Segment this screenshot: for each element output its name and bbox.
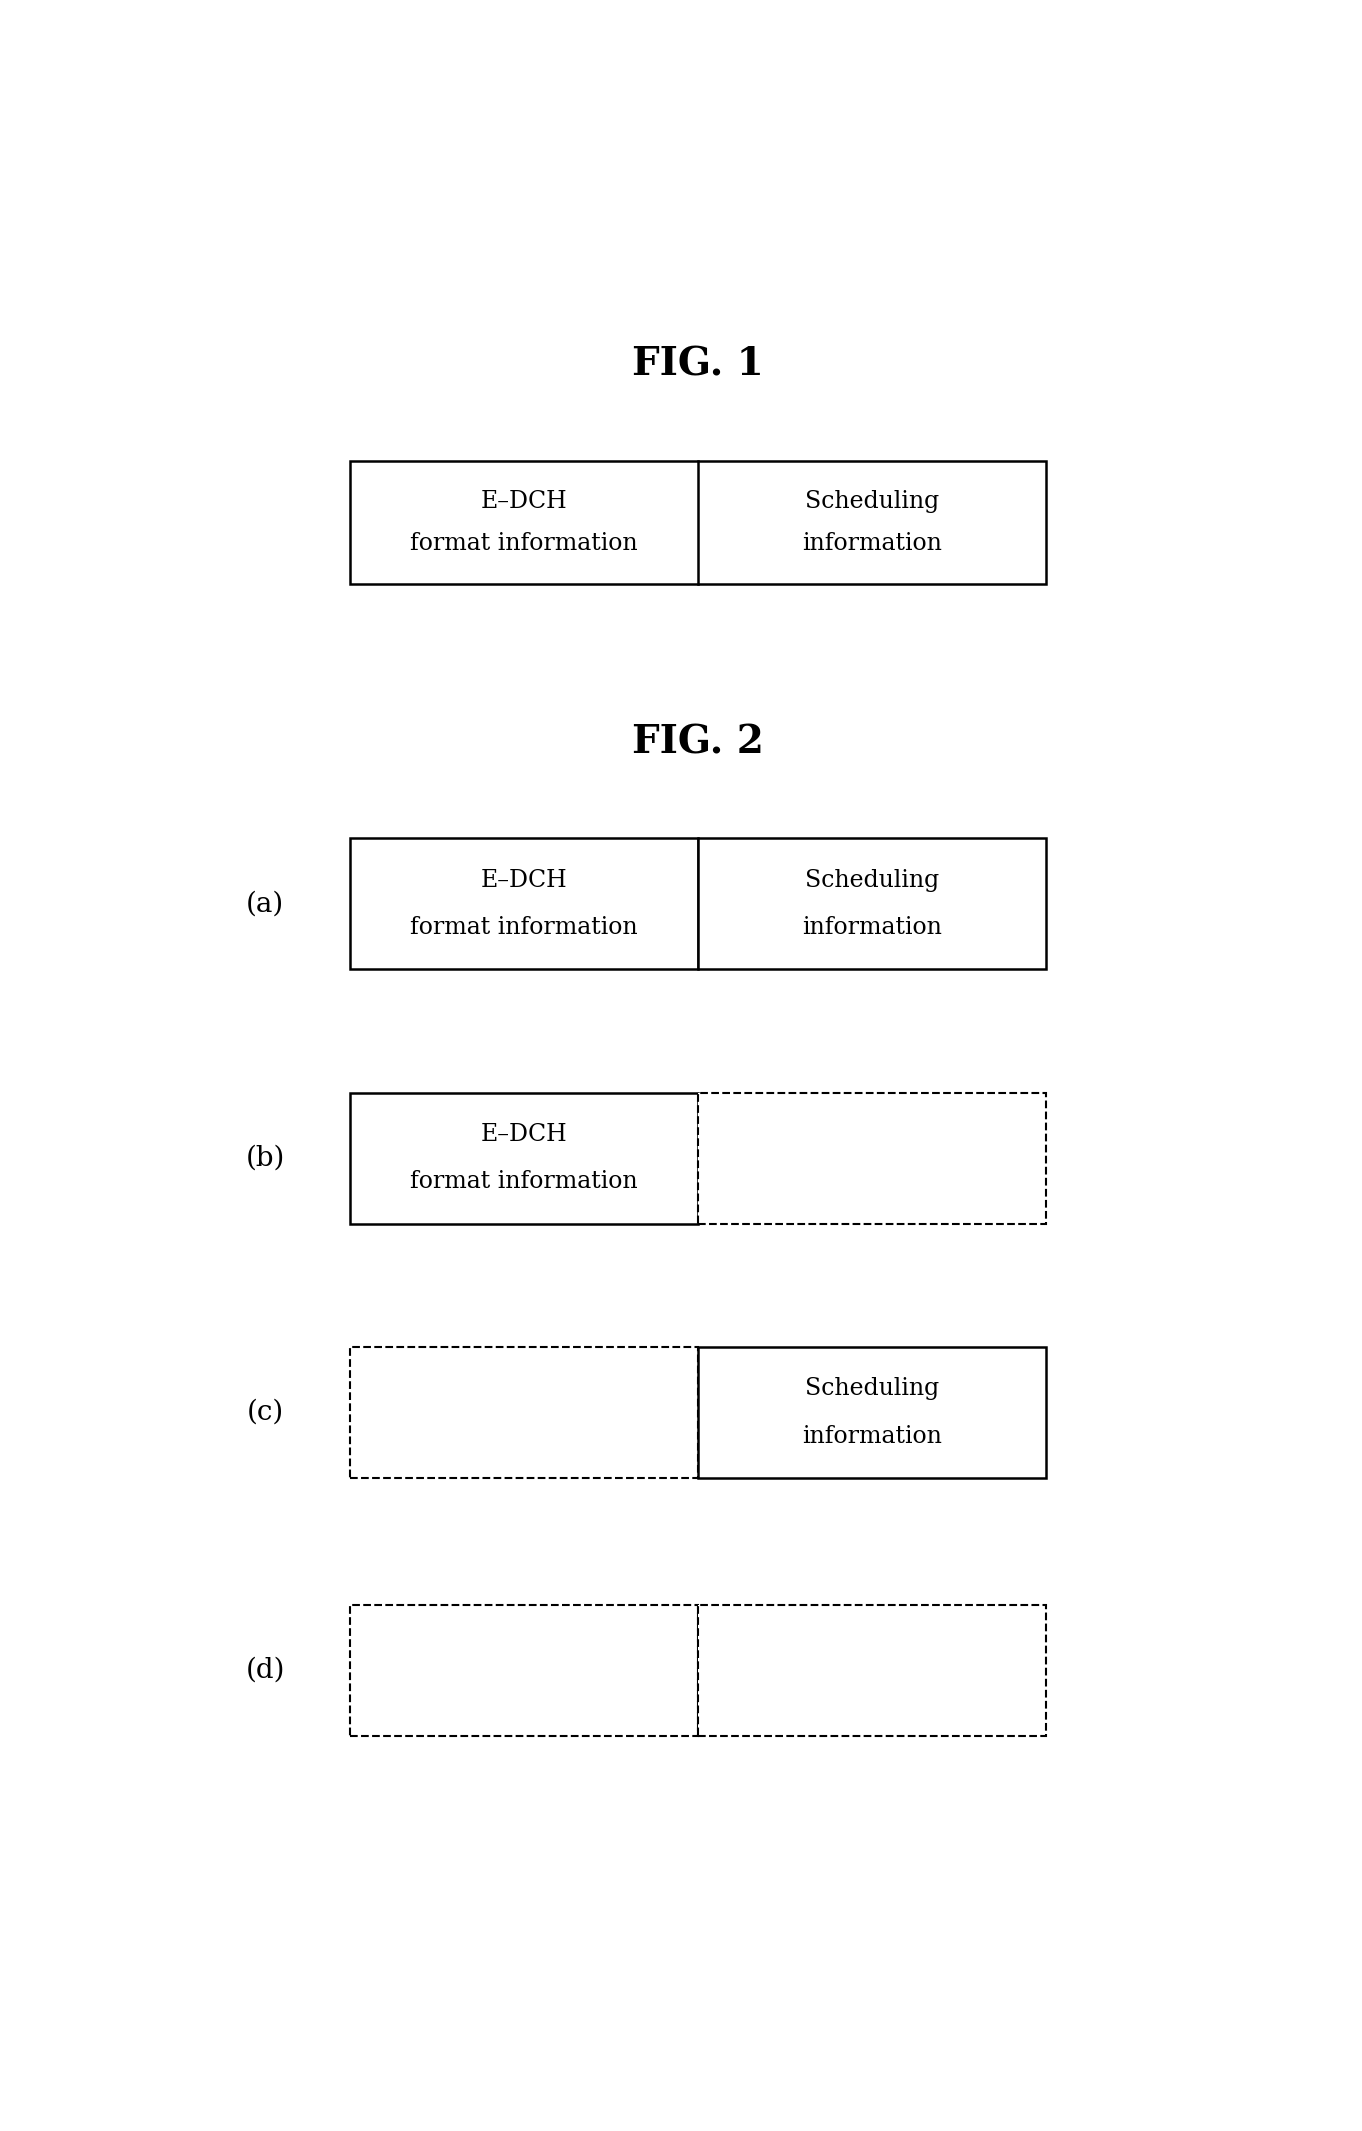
Text: Scheduling: Scheduling bbox=[805, 1377, 940, 1400]
Text: FIG. 2: FIG. 2 bbox=[632, 722, 764, 761]
Text: information: information bbox=[802, 533, 943, 554]
Text: information: information bbox=[802, 916, 943, 940]
Bar bbox=[697, 1605, 1046, 1737]
Bar bbox=[350, 837, 697, 970]
Text: FIG. 1: FIG. 1 bbox=[632, 345, 764, 384]
Text: E–DCH: E–DCH bbox=[481, 1123, 567, 1146]
Text: Scheduling: Scheduling bbox=[805, 869, 940, 891]
Text: Scheduling: Scheduling bbox=[805, 490, 940, 514]
Text: format information: format information bbox=[410, 1170, 637, 1193]
Text: (b): (b) bbox=[245, 1144, 285, 1172]
Text: format information: format information bbox=[410, 916, 637, 940]
Text: format information: format information bbox=[410, 533, 637, 554]
Bar bbox=[697, 837, 1046, 970]
Bar bbox=[350, 1093, 697, 1223]
Text: (d): (d) bbox=[245, 1656, 285, 1683]
Bar bbox=[697, 1347, 1046, 1479]
Bar bbox=[350, 460, 1046, 584]
Text: (c): (c) bbox=[247, 1400, 283, 1426]
Bar bbox=[350, 1347, 697, 1479]
Text: E–DCH: E–DCH bbox=[481, 490, 567, 514]
Bar bbox=[697, 1093, 1046, 1223]
Text: (a): (a) bbox=[247, 891, 285, 916]
Bar bbox=[350, 1605, 697, 1737]
Text: E–DCH: E–DCH bbox=[481, 869, 567, 891]
Text: information: information bbox=[802, 1426, 943, 1447]
